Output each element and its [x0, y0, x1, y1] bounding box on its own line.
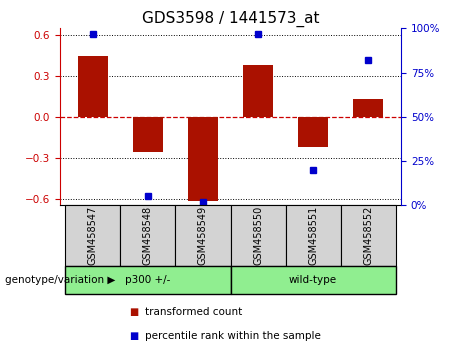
Text: GSM458547: GSM458547	[88, 206, 98, 265]
Text: genotype/variation ▶: genotype/variation ▶	[5, 275, 115, 285]
Bar	[353, 99, 383, 117]
Text: percentile rank within the sample: percentile rank within the sample	[145, 331, 321, 341]
Text: GSM458551: GSM458551	[308, 206, 318, 265]
Bar	[78, 56, 108, 117]
FancyBboxPatch shape	[230, 205, 285, 266]
Text: transformed count: transformed count	[145, 307, 242, 316]
Text: GSM458549: GSM458549	[198, 206, 208, 265]
Bar	[298, 117, 328, 147]
FancyBboxPatch shape	[120, 205, 176, 266]
Bar	[188, 117, 218, 201]
Text: ■: ■	[129, 307, 138, 316]
FancyBboxPatch shape	[65, 266, 230, 294]
Text: GSM458548: GSM458548	[143, 206, 153, 265]
FancyBboxPatch shape	[176, 205, 230, 266]
Text: ■: ■	[129, 331, 138, 341]
Text: wild-type: wild-type	[289, 275, 337, 285]
FancyBboxPatch shape	[230, 266, 396, 294]
Text: p300 +/-: p300 +/-	[125, 275, 171, 285]
FancyBboxPatch shape	[341, 205, 396, 266]
Bar	[133, 117, 163, 152]
Title: GDS3598 / 1441573_at: GDS3598 / 1441573_at	[142, 11, 319, 27]
Bar	[243, 65, 273, 117]
FancyBboxPatch shape	[285, 205, 341, 266]
Text: GSM458552: GSM458552	[363, 206, 373, 265]
Text: GSM458550: GSM458550	[253, 206, 263, 265]
FancyBboxPatch shape	[65, 205, 120, 266]
